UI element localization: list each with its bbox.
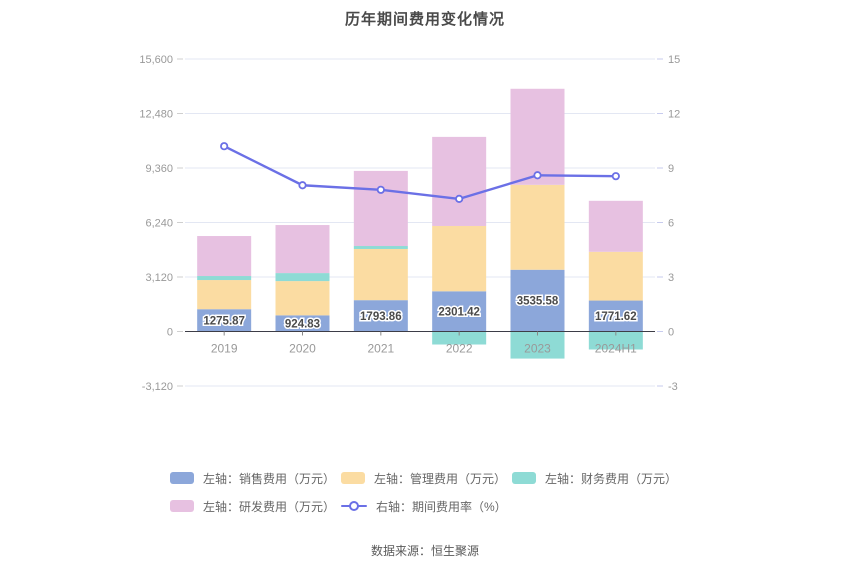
x-axis-label-2019: 2019 xyxy=(211,342,238,356)
bar-value-label-2024H1: 1771.62 xyxy=(595,311,637,323)
left-axis-label: 6,240 xyxy=(145,218,173,230)
left-axis-label: 0 xyxy=(167,327,173,339)
x-axis-label-2024H1: 2024H1 xyxy=(595,342,637,356)
bar-segment-series0-2024H1[interactable] xyxy=(588,300,643,332)
right-axis-label: 6 xyxy=(668,218,674,230)
bar-value-label-2020: 924.83 xyxy=(285,318,320,330)
rate-line-point-2024H1[interactable] xyxy=(611,172,620,181)
bar-segment-series1-2021[interactable] xyxy=(353,248,408,301)
bar-segment-series3-2023[interactable] xyxy=(510,88,565,185)
bar-segment-series1-2020[interactable] xyxy=(275,281,330,316)
bar-segment-series3-2022[interactable] xyxy=(432,136,487,226)
bar-segment-series1-2019[interactable] xyxy=(197,280,252,310)
bar-segment-series1-2022[interactable] xyxy=(432,225,487,292)
bar-segment-series0-2023[interactable] xyxy=(510,269,565,332)
bar-segment-series2-2019[interactable] xyxy=(197,276,252,281)
left-axis-label: 12,480 xyxy=(139,109,173,121)
right-axis-label: -3 xyxy=(668,381,678,393)
right-axis-label: 15 xyxy=(668,54,680,66)
x-axis-label-2020: 2020 xyxy=(289,342,316,356)
bar-segment-series3-2021[interactable] xyxy=(353,170,408,247)
legend-label: 左轴：研发费用（万元） xyxy=(203,499,336,514)
legend-item-4[interactable]: 右轴：期间费用率（%） xyxy=(341,492,512,520)
bar-value-label-2023: 3535.58 xyxy=(517,296,559,308)
legend-item-2[interactable]: 左轴：财务费用（万元） xyxy=(512,464,683,492)
bar-segment-series2-2023[interactable] xyxy=(510,331,565,359)
left-axis-label: 3,120 xyxy=(145,272,173,284)
bar-segment-series1-2024H1[interactable] xyxy=(588,251,643,301)
rate-line[interactable] xyxy=(222,144,618,201)
rate-line-point-2023[interactable] xyxy=(533,171,542,180)
data-source-caption: 数据来源：恒生聚源 xyxy=(370,544,479,558)
legend-label: 右轴：期间费用率（%） xyxy=(376,499,507,514)
legend-label: 左轴：销售费用（万元） xyxy=(203,471,336,486)
bar-value-label-2021: 1793.86 xyxy=(360,311,402,323)
bar-segment-series2-2022[interactable] xyxy=(432,331,487,345)
chart-legend: 左轴：销售费用（万元） 左轴：管理费用（万元） 左轴：财务费用（万元） 左轴：研发费用… xyxy=(170,464,690,520)
rate-line-point-2019[interactable] xyxy=(220,142,229,151)
legend-swatch-icon xyxy=(170,500,194,512)
legend-item-0[interactable]: 左轴：销售费用（万元） xyxy=(170,464,341,492)
rate-line-point-2021[interactable] xyxy=(376,185,385,194)
bar-segment-series0-2021[interactable] xyxy=(353,300,408,332)
bar-segment-series2-2024H1[interactable] xyxy=(588,331,643,350)
left-axis-label: 9,360 xyxy=(145,163,173,175)
bar-value-label-2019: 1275.87 xyxy=(203,315,245,327)
legend-swatch-icon xyxy=(170,472,194,484)
bar-segment-series0-2022[interactable] xyxy=(432,291,487,332)
bar-segment-series1-2023[interactable] xyxy=(510,184,565,270)
x-axis-label-2021: 2021 xyxy=(367,342,394,356)
bar-segment-series2-2020[interactable] xyxy=(275,273,330,282)
right-axis-label: 0 xyxy=(668,327,674,339)
bar-segment-series2-2021[interactable] xyxy=(353,246,408,249)
x-axis-label-2022: 2022 xyxy=(446,342,473,356)
right-axis-label: 3 xyxy=(668,272,674,284)
left-axis-label: -3,120 xyxy=(142,381,173,393)
chart-title: 历年期间费用变化情况 xyxy=(344,11,505,28)
rate-line-point-2022[interactable] xyxy=(455,194,464,203)
legend-swatch-icon xyxy=(341,472,365,484)
legend-item-1[interactable]: 左轴：管理费用（万元） xyxy=(341,464,512,492)
legend-swatch-icon xyxy=(512,472,536,484)
rate-line-point-2020[interactable] xyxy=(298,181,307,190)
x-axis-label-2023: 2023 xyxy=(524,342,551,356)
bar-segment-series0-2019[interactable] xyxy=(197,309,252,332)
bar-segment-series3-2024H1[interactable] xyxy=(588,200,643,252)
right-axis-label: 12 xyxy=(668,109,680,121)
bar-value-label-2022: 2301.42 xyxy=(438,306,480,318)
bar-segment-series0-2020[interactable] xyxy=(275,315,330,332)
legend-item-3[interactable]: 左轴：研发费用（万元） xyxy=(170,492,341,520)
bar-segment-series3-2020[interactable] xyxy=(275,225,330,274)
legend-label: 左轴：管理费用（万元） xyxy=(374,471,507,486)
left-axis-label: 15,600 xyxy=(139,54,173,66)
right-axis-label: 9 xyxy=(668,163,674,175)
legend-label: 左轴：财务费用（万元） xyxy=(545,471,678,486)
bar-segment-series3-2019[interactable] xyxy=(197,236,252,277)
legend-line-marker-icon xyxy=(341,500,367,512)
